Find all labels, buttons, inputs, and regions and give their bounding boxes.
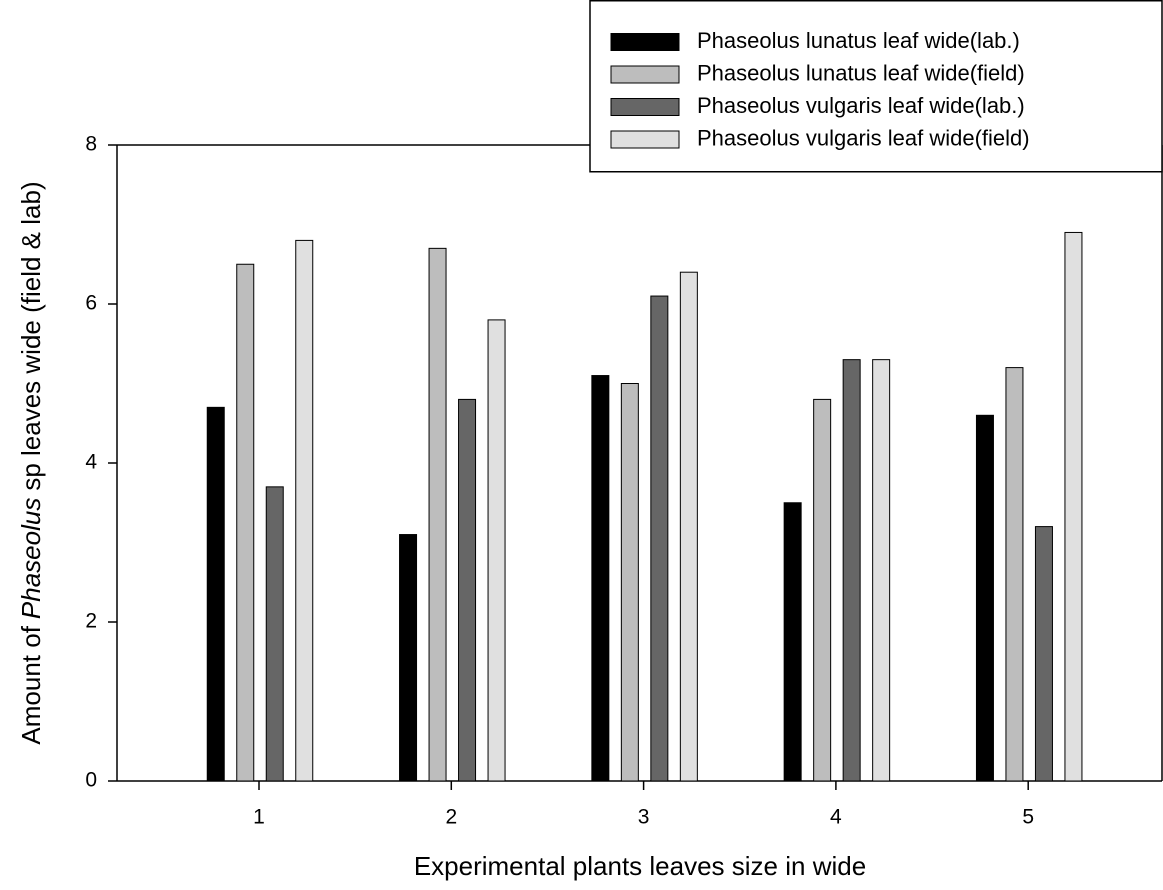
legend-label: Phaseolus lunatus leaf wide(field) (697, 60, 1025, 85)
legend-swatch (610, 65, 680, 84)
bar (428, 247, 447, 782)
legend-swatch (610, 98, 680, 116)
legend-swatch (610, 130, 680, 149)
bar (813, 398, 832, 782)
x-tick-label: 2 (445, 806, 457, 829)
legend-label: Phaseolus lunatus leaf wide(lab.) (697, 28, 1020, 53)
bar (206, 406, 225, 782)
bar (591, 375, 610, 782)
y-tick-label: 2 (85, 610, 97, 633)
bar (842, 359, 861, 782)
bar (650, 295, 669, 782)
legend-label: Phaseolus vulgaris leaf wide(field) (697, 125, 1030, 150)
bar (783, 502, 802, 782)
bar (399, 534, 418, 782)
bar (872, 359, 891, 782)
bar (236, 263, 255, 782)
y-axis-title: Amount of Phaseolus sp leaves wide (field … (16, 181, 46, 744)
bar (295, 239, 314, 782)
bar (975, 414, 994, 782)
x-tick-label: 3 (638, 806, 650, 829)
bar (458, 398, 477, 782)
bar (1064, 231, 1083, 782)
bar (1034, 526, 1053, 782)
y-axis-title-part: sp leaves wide (field & lab) (16, 181, 46, 490)
bar (679, 271, 698, 782)
bar (1005, 367, 1024, 782)
y-axis-title-part: Phaseolus (16, 498, 46, 619)
y-tick-label: 0 (85, 769, 97, 792)
legend-swatch (610, 33, 680, 51)
bar (265, 486, 284, 782)
x-tick-label: 5 (1022, 806, 1034, 829)
x-tick-label: 4 (830, 806, 842, 829)
x-tick-label: 1 (253, 806, 265, 829)
legend-box (589, 0, 1163, 173)
bar (487, 319, 506, 782)
y-axis-title-part: Amount of (16, 625, 46, 744)
y-tick-label: 6 (85, 292, 97, 315)
bar (620, 383, 639, 782)
y-tick-label: 8 (85, 133, 97, 156)
legend-label: Phaseolus vulgaris leaf wide(lab.) (697, 93, 1025, 118)
y-tick-label: 4 (85, 451, 97, 474)
x-axis-title: Experimental plants leaves size in wide (414, 851, 866, 881)
